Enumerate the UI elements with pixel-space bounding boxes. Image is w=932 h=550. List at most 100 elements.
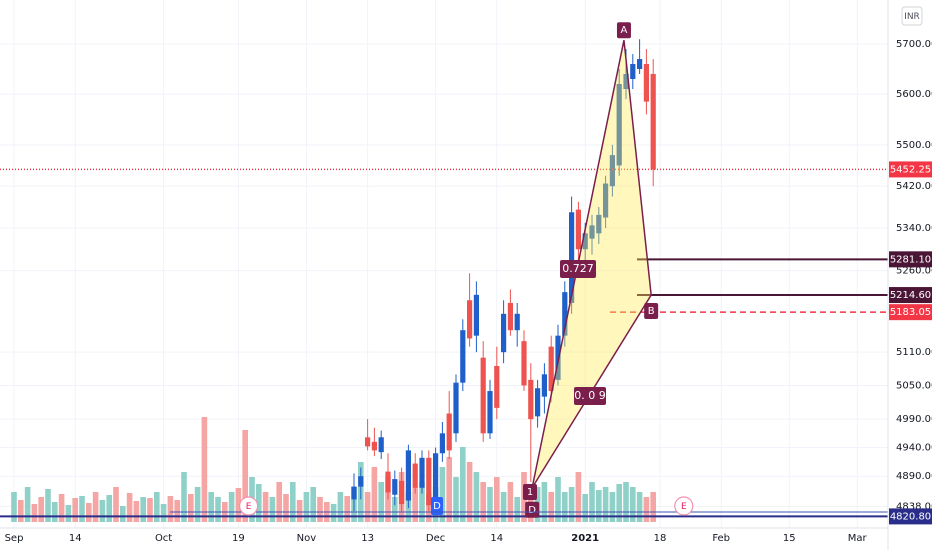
volume-bar xyxy=(392,497,398,522)
pattern-point-label: A xyxy=(621,25,628,36)
candle-body xyxy=(609,155,615,187)
y-tick-label: 5500.00 xyxy=(896,140,932,151)
volume-bar xyxy=(616,484,622,522)
candle-body xyxy=(351,486,357,500)
y-tick-label: 4838.00 xyxy=(896,501,932,512)
candle-body xyxy=(385,471,391,493)
volume-bar xyxy=(147,498,153,522)
price-level-box xyxy=(889,251,932,268)
x-tick-label: Sep xyxy=(5,533,24,544)
price-level-box xyxy=(889,304,932,321)
volume-bar xyxy=(337,492,344,522)
volume-bar xyxy=(514,497,520,522)
event-marker xyxy=(674,496,694,516)
candle-body xyxy=(365,437,371,447)
y-tick-label: 4940.00 xyxy=(896,443,932,454)
volume-bar xyxy=(344,496,350,522)
candle-body xyxy=(439,433,445,454)
volume-bar xyxy=(228,492,235,522)
candle-body xyxy=(589,225,595,239)
volume-bar xyxy=(630,487,636,522)
ratio-label: 0. 0 9 xyxy=(574,389,606,402)
volume-bar xyxy=(52,502,58,522)
candle-body xyxy=(528,379,534,420)
ratio-box xyxy=(574,387,606,405)
y-tick-label: 4990.00 xyxy=(896,414,932,425)
pattern-point-box xyxy=(525,501,540,518)
candle-body xyxy=(507,302,513,331)
price-level-label: 5214.60 xyxy=(890,290,931,301)
candle-body xyxy=(569,212,575,303)
candle-body xyxy=(460,330,466,383)
volume-bar xyxy=(24,487,31,522)
volume-bar xyxy=(643,497,650,522)
volume-bar xyxy=(276,482,282,522)
volume-bar xyxy=(596,490,602,522)
candle-body xyxy=(582,233,588,250)
pattern-point-box xyxy=(616,22,631,39)
price-level-box xyxy=(889,161,932,178)
candle-body xyxy=(453,382,459,434)
volume-bar xyxy=(106,495,112,522)
volume-bar xyxy=(113,487,119,522)
axes: 5700.00 5600.00 5500.00 5420.00 5340.00 5260.… xyxy=(5,39,932,544)
candle-body xyxy=(399,480,405,505)
candle-body xyxy=(426,457,432,506)
x-tick-label: Feb xyxy=(712,533,730,544)
candle-body xyxy=(562,292,568,336)
candle-body xyxy=(616,84,622,166)
volume-bar xyxy=(439,467,446,522)
candle-body xyxy=(501,313,507,353)
y-tick-label: 5110.00 xyxy=(896,347,932,358)
price-level-label: 4820.80 xyxy=(890,511,931,522)
volume-bar xyxy=(303,492,310,522)
volume-bar xyxy=(194,487,201,522)
volume-bar xyxy=(555,477,561,522)
volume-bar xyxy=(256,484,262,522)
pattern-point-label: B xyxy=(648,306,655,317)
candle-body xyxy=(535,388,541,417)
volume-bar xyxy=(262,492,269,522)
volume-bar xyxy=(500,492,507,522)
candle-body xyxy=(405,450,411,501)
volume-bar xyxy=(269,497,276,522)
volume-bar xyxy=(133,501,140,522)
candle-body xyxy=(473,294,479,336)
ratio-label: 0.727 xyxy=(562,262,594,275)
volume-bar xyxy=(575,472,582,522)
candle-body xyxy=(630,64,636,79)
marker-label: D xyxy=(433,501,441,512)
volume-bar xyxy=(446,457,452,522)
x-tick-label: 18 xyxy=(654,533,667,544)
x-tick-label: Dec xyxy=(426,533,445,544)
volume-bar xyxy=(636,492,643,522)
candle-body xyxy=(433,453,439,506)
candle-body xyxy=(392,479,398,495)
volume-bar xyxy=(86,503,92,522)
volume-bar xyxy=(378,482,384,522)
event-label: E xyxy=(246,502,252,512)
candle-body xyxy=(548,346,554,392)
volume-bar xyxy=(364,492,371,522)
y-tick-label: 5600.00 xyxy=(896,89,932,100)
candle-body xyxy=(494,365,500,408)
volume-bar xyxy=(310,487,316,522)
candle-body xyxy=(555,335,561,380)
volume-bar xyxy=(31,504,38,522)
volume-bar xyxy=(72,498,78,522)
x-tick-label: 19 xyxy=(232,533,245,544)
volume-bar xyxy=(201,417,208,522)
candle-body xyxy=(412,463,418,488)
y-tick-label: 5700.00 xyxy=(896,39,932,50)
volume-bar xyxy=(507,482,514,522)
candle-body xyxy=(514,313,520,331)
volume-bar xyxy=(487,487,493,522)
volume-bar xyxy=(453,477,459,522)
volume-bar xyxy=(494,477,500,522)
volume-bar xyxy=(290,482,296,522)
volume-bar xyxy=(235,488,242,522)
candle-body xyxy=(596,214,602,234)
volume-bar xyxy=(623,482,629,522)
